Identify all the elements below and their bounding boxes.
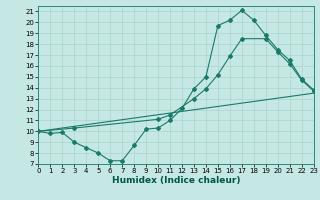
X-axis label: Humidex (Indice chaleur): Humidex (Indice chaleur) (112, 176, 240, 185)
